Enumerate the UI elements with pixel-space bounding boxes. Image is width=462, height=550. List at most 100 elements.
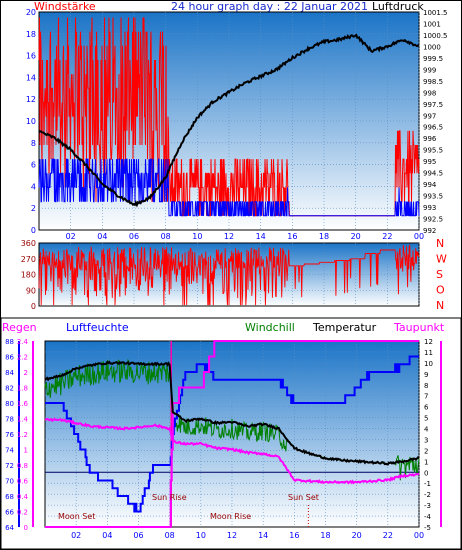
temperature-tick-label: -4 [424,513,432,521]
pressure-tick-label: 992.5 [423,216,443,224]
temperature-tick-label: 5 [424,415,428,423]
pressure-tick-label: 995.5 [423,147,443,155]
pressure-tick-label: 998.5 [423,78,443,86]
wind-tick-label: 14 [26,73,36,82]
time-tick-label: 12 [227,531,237,540]
temperature-legend: Temperatur [312,321,377,334]
humidity-tick-label: 70 [5,478,14,486]
temp-humidity-marks [44,340,420,528]
rain-tick-label: 0.4 [17,493,29,501]
wind-axis-ticks: 0 2 4 6 8 10 12 14 16 18 20 [26,8,36,235]
humidity-axis-ticks: 64 66 68 70 72 74 76 78 80 82 84 86 88 [5,338,14,532]
humidity-tick-label: 74 [5,447,14,455]
pressure-axis-ticks: 992 992.5 993 993.5 994 994.5 995 995.5 996 996.5… [423,9,448,235]
humidity-tick-label: 76 [5,431,14,439]
pressure-tick-label: 996.5 [423,124,443,132]
rain-tick-label: 2 [24,369,28,377]
temperature-tick-label: 11 [424,349,433,357]
pressure-tick-label: 999.5 [423,55,443,63]
time-tick-label: 00 [414,531,424,540]
temperature-tick-label: -5 [424,524,431,532]
pressure-tick-label: 1000.5 [423,32,448,40]
rain-tick-label: 0.6 [17,478,29,486]
time-tick-label: 16 [289,531,299,540]
time-tick-label: 00 [414,232,424,241]
humidity-tick-label: 66 [5,509,14,517]
time-tick-label: 22 [382,232,392,241]
direction-tick-label: 0 [31,302,36,311]
temperature-tick-label: 9 [424,371,428,379]
compass-label: N [436,299,444,312]
sun-rise-label: Sun Rise [152,493,187,502]
direction-tick-label: 180 [21,271,36,280]
humidity-tick-label: 84 [5,369,14,377]
time-tick-label: 08 [161,232,171,241]
rain-tick-label: 2.2 [17,354,28,362]
time-axis-ticks-top: 02 04 06 08 10 12 14 16 18 20 22 00 [66,232,425,241]
direction-tick-label: 360 [21,239,36,248]
temperature-tick-label: 4 [424,426,429,434]
rain-legend: Regen [2,321,37,334]
series-luftfeuchte [45,355,419,513]
time-tick-label: 22 [383,531,393,540]
direction-tick-label: 270 [21,255,36,264]
time-tick-label: 12 [224,232,234,241]
dewpoint-legend: Taupunkt [393,321,445,334]
pressure-tick-label: 992 [423,227,436,235]
wind-tick-label: 18 [26,30,36,39]
humidity-tick-label: 68 [5,493,14,501]
temperature-tick-label: -2 [424,491,431,499]
temperature-tick-label: 2 [424,447,428,455]
pressure-tick-label: 994 [423,181,437,189]
wind-tick-label: 0 [31,226,36,235]
wind-pressure-marks [38,17,420,217]
series-wind-min [38,158,420,217]
rain-tick-label: 1.6 [17,400,29,408]
temperature-tick-label: 8 [424,382,428,390]
pressure-tick-label: 999 [423,66,436,74]
humidity-tick-label: 64 [5,524,14,532]
pressure-tick-label: 996 [423,135,437,143]
sun-set-label: Sun Set [288,493,319,502]
temperature-tick-label: -1 [424,480,431,488]
time-tick-label: 04 [102,531,112,540]
rain-tick-label: 0.8 [17,462,28,470]
chart-title: 24 hour graph day : 22 Januar 2021 [171,0,368,13]
wind-tick-label: 2 [31,204,36,213]
rain-tick-label: 1.2 [17,431,28,439]
time-tick-label: 04 [97,232,107,241]
temperature-tick-label: 0 [424,469,428,477]
wind-tick-label: 6 [31,161,36,170]
direction-axis-ticks: 360 270 180 90 0 [21,239,36,311]
rain-tick-label: 1 [24,447,28,455]
pressure-tick-label: 993.5 [423,193,443,201]
temperature-tick-label: 6 [424,404,429,412]
time-tick-label: 14 [256,232,266,241]
wind-direction-marks [38,244,420,306]
pressure-tick-label: 1000 [423,43,441,51]
wind-tick-label: 4 [31,182,36,191]
series-regen [45,340,419,528]
compass-label: O [436,284,445,297]
series-temperatur [44,360,420,466]
moon-rise-label: Moon Rise [210,512,251,521]
rain-tick-label: 1.4 [17,416,29,424]
pressure-tick-label: 1001 [423,20,441,28]
rain-tick-label: 0 [24,524,28,532]
compass-label: W [436,253,447,266]
wind-label: Windstärke [34,0,96,13]
time-tick-label: 20 [352,531,362,540]
pressure-tick-label: 998 [423,89,436,97]
time-tick-label: 06 [129,232,139,241]
temperature-tick-label: 1 [424,458,428,466]
time-tick-label: 18 [320,531,330,540]
pressure-tick-label: 997.5 [423,101,443,109]
humidity-tick-label: 80 [5,400,14,408]
wind-tick-label: 16 [26,52,36,61]
humidity-legend: Luftfeuchte [66,321,129,334]
humidity-tick-label: 86 [5,354,14,362]
humidity-tick-label: 78 [5,416,14,424]
